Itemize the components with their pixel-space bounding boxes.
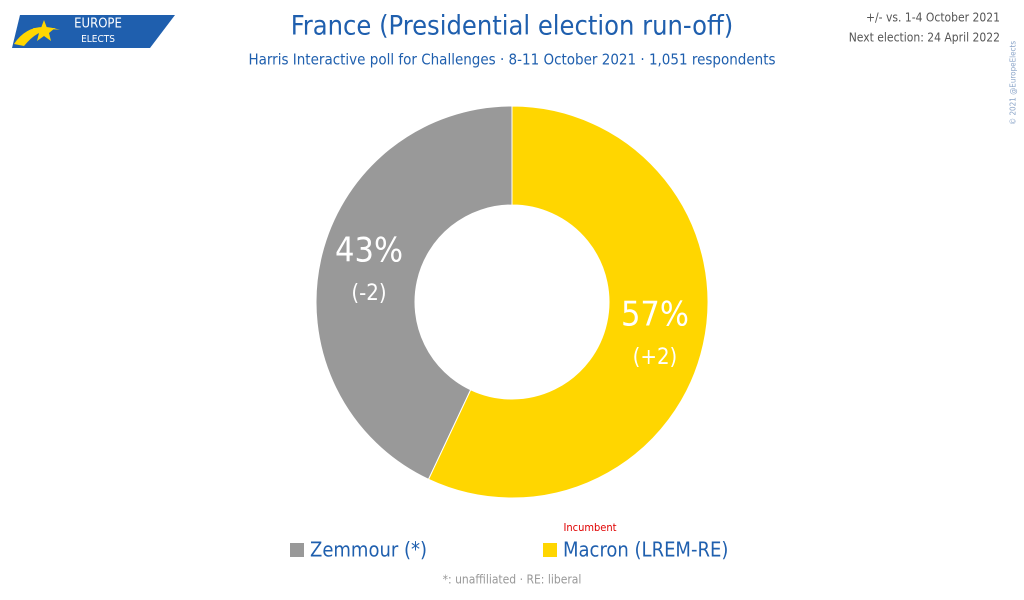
change-label: (-2) — [351, 281, 386, 306]
legend-swatch — [290, 543, 304, 557]
slice — [427, 105, 709, 499]
footnote: *: unaffiliated · RE: liberal — [443, 573, 582, 587]
value-label: 57% — [621, 294, 689, 334]
logo: EUROPE ELECTS — [12, 15, 175, 48]
chart-subtitle: Harris Interactive poll for Challenges ·… — [248, 51, 775, 69]
legend-label: Zemmour (*) — [310, 538, 427, 562]
change-label: (+2) — [633, 345, 678, 370]
legend-label: Macron (LREM-RE) — [563, 538, 728, 562]
logo-star — [33, 20, 55, 41]
logo-banner — [12, 15, 175, 48]
logo-text: EUROPE — [74, 17, 122, 32]
logo-text: ELECTS — [81, 34, 115, 45]
note: +/- vs. 1-4 October 2021 — [866, 11, 1000, 25]
slice — [315, 105, 513, 481]
logo-swoosh — [14, 27, 60, 46]
note: Next election: 24 April 2022 — [849, 31, 1000, 45]
copyright: © 2021 @EuropeElects — [1009, 41, 1018, 125]
chart-title: France (Presidential election run-off) — [291, 11, 733, 42]
value-label: 43% — [335, 231, 403, 271]
annotation: Incumbent — [563, 521, 616, 534]
legend-swatch — [543, 543, 557, 557]
